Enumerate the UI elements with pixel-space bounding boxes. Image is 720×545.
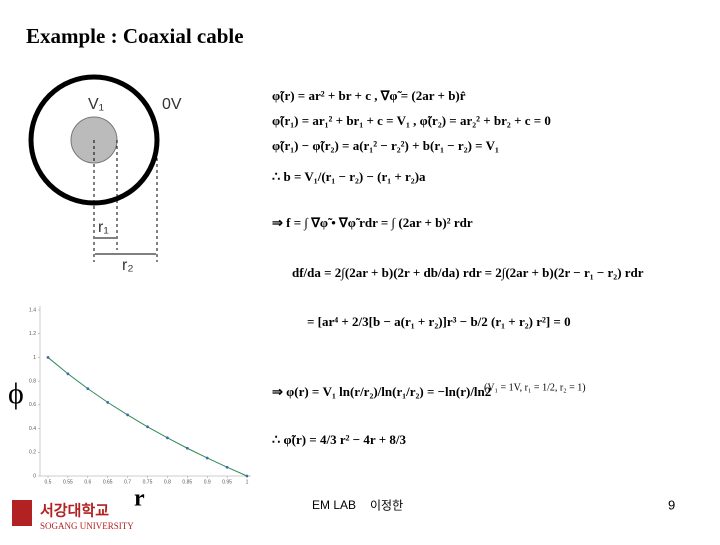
point — [126, 413, 129, 417]
point — [185, 446, 189, 450]
slide-title: Example : Coaxial cable — [26, 24, 244, 48]
page-number: 9 — [668, 497, 675, 512]
x-tick-label: 0.55 — [63, 479, 73, 485]
y-tick-label: 0.2 — [29, 450, 36, 456]
equation: φ̃(r₁) = ar₁² + br₁ + c = V₁ , φ̃(r₂) = … — [272, 113, 551, 128]
point — [86, 387, 90, 391]
y-tick-label: 0.6 — [29, 402, 36, 408]
equation: df/da = 2∫(2ar + b)(2r + db/da) rdr = 2∫… — [292, 265, 644, 281]
y-tick-label: 1 — [33, 355, 36, 361]
curve — [47, 357, 248, 477]
university: SOGANG UNIVERSITY — [40, 521, 134, 531]
x-tick-label: 0.95 — [222, 479, 232, 485]
point — [66, 372, 70, 376]
label: 0V — [162, 96, 182, 113]
equation: ∴ φ̃(r) = 4/3 r² − 4r + 8/3 — [272, 432, 406, 447]
equation: ∴ b = V₁/(r₁ − r₂) − (r₁ + r₂)a — [272, 169, 426, 184]
x-axis-label: r — [134, 486, 145, 512]
point — [205, 456, 209, 460]
x-tick-label: 0.75 — [143, 479, 153, 485]
point — [106, 400, 110, 404]
label: r₂ — [122, 257, 134, 274]
x-tick-label: 0.7 — [124, 479, 131, 485]
x-tick-label: 0.8 — [164, 479, 171, 485]
equation: φ̃(r₁) − φ̃(r₂) = a(r₁² − r₂²) + b(r₁ − … — [272, 138, 499, 153]
point — [166, 436, 169, 440]
x-tick-label: 1 — [246, 479, 249, 485]
label: V₁ — [88, 96, 104, 113]
point — [245, 474, 249, 478]
point — [225, 465, 229, 469]
footer-lab: EM LAB — [312, 498, 356, 512]
equation: = [ar⁴ + 2/3[b − a(r₁ + r₂)]r³ − b/2 (r₁… — [307, 314, 571, 329]
x-tick-label: 0.5 — [45, 479, 52, 485]
footer-author: 이정한 — [370, 499, 403, 513]
y-tick-label: 0 — [33, 473, 36, 479]
y-tick-label: 0.8 — [29, 378, 36, 384]
logo: 서강대학교 — [40, 502, 109, 520]
logo-emblem — [12, 500, 32, 526]
condition: (V₁ = 1V, r₁ = 1/2, r₂ = 1) — [484, 382, 586, 393]
y-tick-label: 0.4 — [29, 426, 36, 432]
equation: ⇒ φ(r) = V₁ ln(r/r₂)/ln(r₁/r₂) = −ln(r)/… — [272, 384, 491, 399]
label: r₁ — [98, 219, 109, 236]
x-tick-label: 0.65 — [103, 479, 113, 485]
x-tick-label: 0.85 — [182, 479, 192, 485]
point — [46, 356, 50, 359]
x-tick-label: 0.6 — [84, 479, 91, 485]
y-axis-label: ϕ — [8, 377, 24, 410]
equation: φ̃(r) = ar² + br + c , ∇φ̃ = (2ar + b)r̂ — [272, 88, 466, 103]
point — [146, 425, 149, 429]
y-tick-label: 1.2 — [29, 331, 36, 337]
x-tick-label: 0.9 — [204, 479, 211, 485]
plot: 0 0.2 0.4 0.6 0.8 1 1.2 1.4 0.5 0.55 0.6 0.65 0.7 0.7… — [29, 306, 251, 485]
y-tick-label: 1.4 — [29, 307, 36, 313]
equation: ⇒ f = ∫ ∇φ̃ • ∇φ̃ rdr = ∫ (2ar + b)² rdr — [272, 215, 473, 231]
